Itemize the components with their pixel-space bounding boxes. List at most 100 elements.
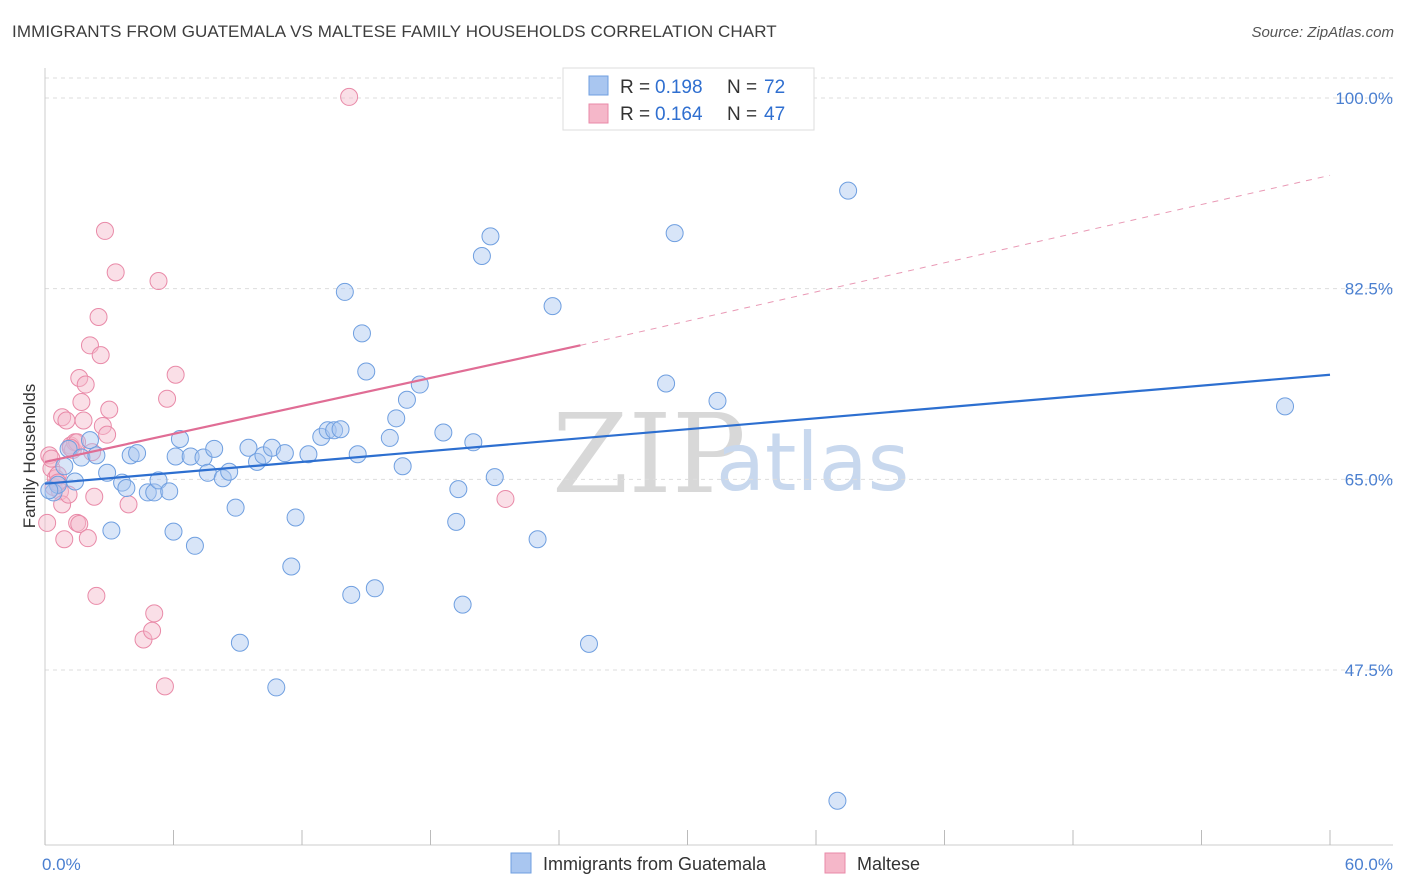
guatemala-point [80, 431, 99, 450]
guatemala-point [138, 483, 157, 502]
axes [44, 68, 1393, 846]
guatemala-point [365, 579, 384, 598]
maltese-point [55, 530, 74, 549]
y-tick-label-1: 82.5% [1345, 280, 1393, 299]
legend-r-value-2: 0.164 [655, 104, 703, 125]
guatemala-point [226, 498, 245, 517]
trend-line-maltese [44, 344, 581, 463]
maltese-point [78, 529, 97, 548]
guatemala-point [299, 445, 318, 464]
maltese-point [145, 604, 164, 623]
maltese-point [70, 369, 89, 388]
guatemala-point [543, 297, 562, 316]
guatemala-point [166, 447, 185, 466]
guatemala-point [657, 374, 676, 393]
guatemala-point [397, 390, 416, 409]
legend-n-value-2: 47 [764, 104, 785, 125]
maltese-point [143, 621, 162, 640]
maltese-point [38, 513, 57, 532]
guatemala-point [335, 282, 354, 301]
maltese-point [95, 221, 114, 240]
guatemala-point [348, 445, 367, 464]
guatemala-point [117, 479, 136, 498]
guatemala-point [160, 482, 179, 501]
guatemala-point [40, 481, 59, 500]
x-tick-label-1: 60.0% [1345, 855, 1393, 874]
series-guatemala [40, 181, 1295, 810]
guatemala-point [198, 463, 217, 482]
maltese-point [119, 495, 138, 514]
guatemala-point [579, 634, 598, 653]
chart-title: IMMIGRANTS FROM GUATEMALA VS MALTESE FAM… [12, 22, 777, 41]
guatemala-point [342, 585, 361, 604]
legend-n-label-1: N = [727, 77, 757, 98]
maltese-point [166, 365, 185, 384]
legend-swatch-guatemala [588, 75, 609, 96]
guatemala-point [48, 475, 67, 494]
maltese-point [149, 272, 168, 291]
x-tick-labels: 0.0% 60.0% [42, 855, 1393, 874]
guatemala-point [181, 447, 200, 466]
guatemala-point [528, 530, 547, 549]
y-tick-labels: 100.0% 82.5% 65.0% 47.5% [1335, 89, 1393, 680]
guatemala-point [708, 391, 727, 410]
guatemala-point [170, 430, 189, 449]
maltese-point [496, 489, 515, 508]
guatemala-point [380, 428, 399, 447]
y-axis-label: Family Households [20, 384, 39, 529]
guatemala-point [128, 444, 147, 463]
x-tick-label-0: 0.0% [42, 855, 81, 874]
watermark: ZIP atlas [552, 390, 909, 518]
correlation-legend: R = 0.198 N = 72 R = 0.164 N = 47 [562, 67, 815, 131]
guatemala-point [331, 420, 350, 439]
guatemala-point [102, 521, 121, 540]
guatemala-point [387, 409, 406, 428]
guatemala-point [325, 421, 344, 440]
watermark-atlas: atlas [716, 416, 909, 509]
guatemala-point [282, 557, 301, 576]
legend-n-label-2: N = [727, 104, 757, 125]
legend-r-label-1: R = [620, 77, 650, 98]
trend-lines [44, 174, 1331, 485]
guatemala-point [205, 439, 224, 458]
guatemala-point [230, 633, 249, 652]
legend-swatch-maltese [588, 103, 609, 124]
guatemala-point [453, 595, 472, 614]
trend-line-guatemala [44, 373, 1331, 485]
guatemala-point [149, 471, 168, 490]
maltese-point [74, 411, 93, 430]
source-credit: Source: ZipAtlas.com [1251, 24, 1394, 41]
legend-r-label-2: R = [620, 104, 650, 125]
trend-line-maltese-extension [580, 174, 1331, 346]
guatemala-point [164, 522, 183, 541]
series-legend: Immigrants from Guatemala Maltese [510, 852, 920, 874]
guatemala-point [213, 469, 232, 488]
bottom-legend-label-guatemala: Immigrants from Guatemala [543, 854, 767, 874]
guatemala-point [472, 246, 491, 265]
guatemala-point [286, 508, 305, 527]
guatemala-point [275, 444, 294, 463]
guatemala-point [1276, 397, 1295, 416]
guatemala-point [393, 457, 412, 476]
maltese-point [98, 425, 117, 444]
maltese-point [57, 411, 76, 430]
guatemala-point [485, 468, 504, 487]
guatemala-point [267, 678, 286, 697]
maltese-point [70, 515, 89, 534]
guatemala-point [121, 446, 140, 465]
maltese-point [85, 487, 104, 506]
guatemala-point [481, 227, 500, 246]
guatemala-point [185, 536, 204, 555]
maltese-point [106, 263, 125, 282]
bottom-legend-swatch-guatemala [510, 852, 532, 874]
maltese-point [340, 87, 359, 106]
y-tick-label-0: 100.0% [1335, 89, 1393, 108]
maltese-point [91, 346, 110, 365]
watermark-zip: ZIP [552, 390, 746, 518]
series-maltese [38, 87, 515, 696]
maltese-point [89, 307, 108, 326]
bottom-legend-swatch-maltese [824, 852, 846, 874]
guatemala-point [145, 483, 164, 502]
maltese-point [155, 677, 174, 696]
maltese-point [72, 392, 91, 411]
